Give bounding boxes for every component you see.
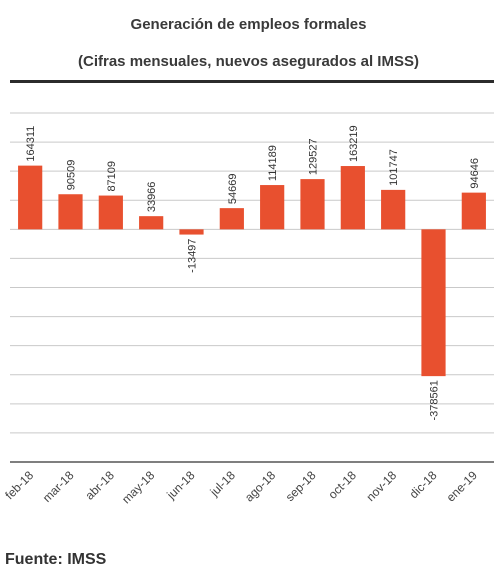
bar: [98, 195, 123, 230]
bar: [139, 216, 164, 230]
bar: [18, 165, 43, 230]
data-label: 129527: [308, 138, 320, 175]
bar: [461, 192, 486, 230]
bar: [421, 229, 446, 377]
x-tick-label: ene-19: [444, 468, 481, 505]
x-tick-label: feb-18: [2, 468, 36, 502]
data-label: 90509: [66, 160, 78, 191]
data-label: -13497: [187, 239, 199, 273]
x-tick-label: ago-18: [242, 468, 279, 505]
x-tick-label: jun-18: [163, 468, 197, 502]
bar: [58, 194, 83, 230]
data-label: 94646: [469, 158, 481, 189]
bar: [340, 166, 365, 230]
chart-title: Generación de empleos formales: [130, 16, 367, 33]
x-tick-label: nov-18: [363, 468, 399, 504]
x-tick-label: dic-18: [407, 468, 440, 501]
title-divider: [10, 80, 494, 83]
data-label: 163219: [348, 125, 360, 162]
x-tick-label: oct-18: [325, 468, 359, 502]
data-label: 54669: [227, 174, 239, 205]
data-label: 164311: [25, 126, 37, 162]
data-label: 87109: [106, 161, 118, 192]
x-tick-label: may-18: [119, 468, 157, 506]
bar: [381, 189, 406, 230]
source-note: Fuente: IMSS: [5, 551, 107, 568]
x-tick-label: abr-18: [83, 468, 118, 503]
x-tick-label: mar-18: [40, 468, 77, 505]
data-label: 114189: [267, 145, 279, 181]
bar: [300, 179, 325, 230]
bar: [179, 229, 204, 235]
x-tick-label: jul-18: [207, 468, 239, 500]
chart-subtitle: (Cifras mensuales, nuevos asegurados al …: [78, 53, 419, 70]
data-label: 33966: [146, 182, 158, 213]
x-tick-label: sep-18: [283, 468, 319, 504]
bar: [219, 208, 244, 230]
data-label: 101747: [388, 149, 400, 186]
data-label: -378561: [429, 380, 441, 420]
bar: [260, 185, 285, 230]
